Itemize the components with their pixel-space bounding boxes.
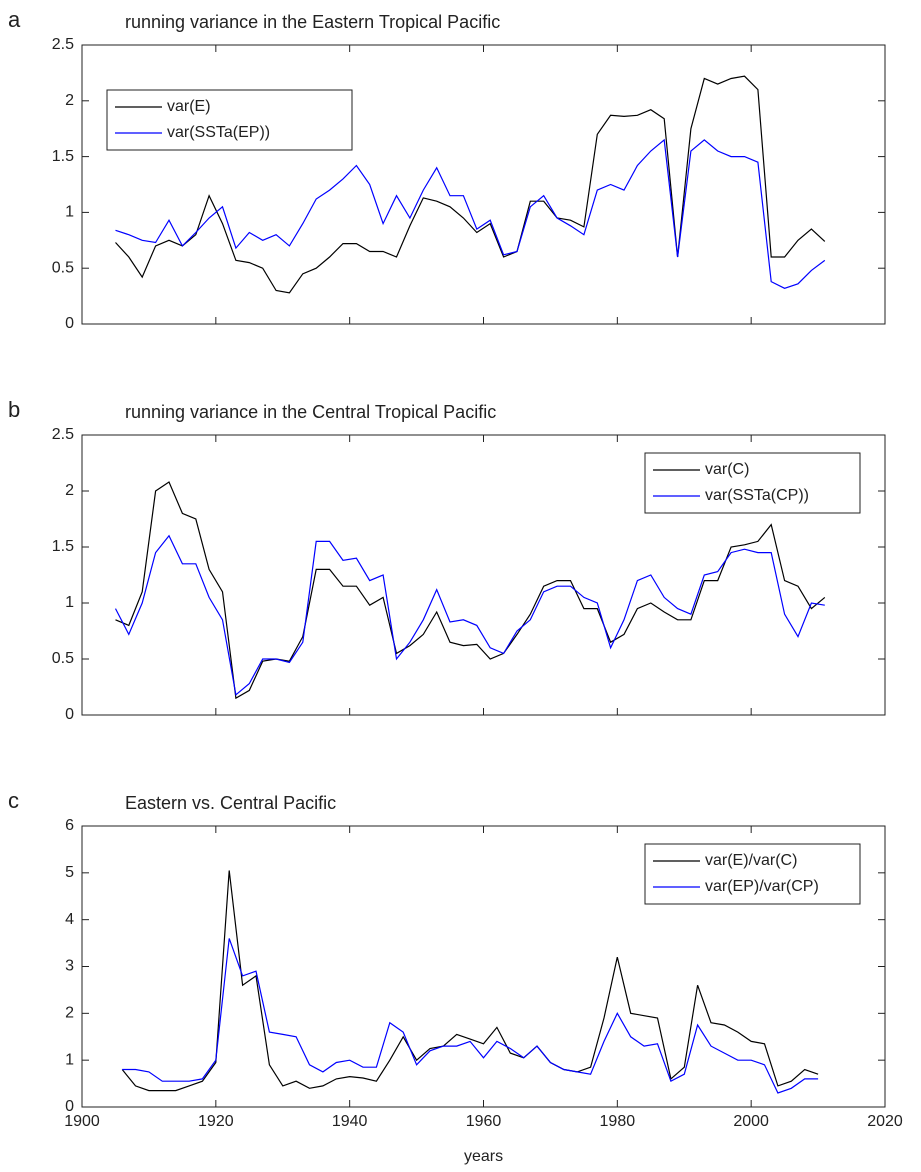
x-tick-label: 1940 xyxy=(332,1113,368,1130)
y-tick-label: 1 xyxy=(65,594,74,611)
y-tick-label: 2 xyxy=(65,92,74,109)
x-axis-label: years xyxy=(464,1148,503,1165)
y-tick-label: 0 xyxy=(65,706,74,723)
y-tick-label: 1.5 xyxy=(52,148,74,165)
y-tick-label: 0.5 xyxy=(52,259,74,276)
legend-label: var(SSTa(EP)) xyxy=(167,124,270,141)
legend-label: var(SSTa(CP)) xyxy=(705,487,809,504)
y-tick-label: 3 xyxy=(65,958,74,975)
y-tick-label: 2 xyxy=(65,1005,74,1022)
x-tick-label: 1960 xyxy=(466,1113,502,1130)
legend-label: var(E)/var(C) xyxy=(705,852,797,869)
y-tick-label: 2.5 xyxy=(52,426,74,443)
series-line xyxy=(115,481,826,700)
series-line xyxy=(121,870,819,1092)
panel-letter: a xyxy=(8,7,21,32)
series-line xyxy=(115,75,826,294)
panel-title: running variance in the Central Tropical… xyxy=(125,402,496,422)
y-tick-label: 1.5 xyxy=(52,538,74,555)
panel-letter: b xyxy=(8,397,20,422)
y-tick-label: 2.5 xyxy=(52,36,74,53)
legend-box xyxy=(644,843,861,905)
series-line xyxy=(122,938,819,1094)
legend-label: var(EP)/var(CP) xyxy=(705,878,819,895)
x-tick-label: 2000 xyxy=(733,1113,769,1130)
plot-frame xyxy=(81,44,886,325)
x-tick-label: 2020 xyxy=(867,1113,903,1130)
y-tick-label: 0.5 xyxy=(52,650,74,667)
series-line xyxy=(115,138,826,289)
y-tick-label: 2 xyxy=(65,482,74,499)
legend-box xyxy=(106,89,353,151)
y-tick-label: 1 xyxy=(65,1051,74,1068)
series-line xyxy=(114,534,825,696)
legend-label: var(C) xyxy=(705,461,749,478)
y-tick-label: 0 xyxy=(65,1098,74,1115)
x-tick-label: 1920 xyxy=(198,1113,234,1130)
legend-box xyxy=(644,452,861,514)
y-tick-label: 1 xyxy=(65,204,74,221)
x-tick-label: 1980 xyxy=(600,1113,636,1130)
y-tick-label: 5 xyxy=(65,864,74,881)
y-tick-label: 4 xyxy=(65,911,74,928)
y-tick-label: 0 xyxy=(65,315,74,332)
panel-letter: c xyxy=(8,788,19,813)
legend-label: var(E) xyxy=(167,98,211,115)
panel-title: Eastern vs. Central Pacific xyxy=(125,793,336,813)
x-tick-label: 1900 xyxy=(64,1113,100,1130)
panel-title: running variance in the Eastern Tropical… xyxy=(125,12,500,32)
y-tick-label: 6 xyxy=(65,817,74,834)
